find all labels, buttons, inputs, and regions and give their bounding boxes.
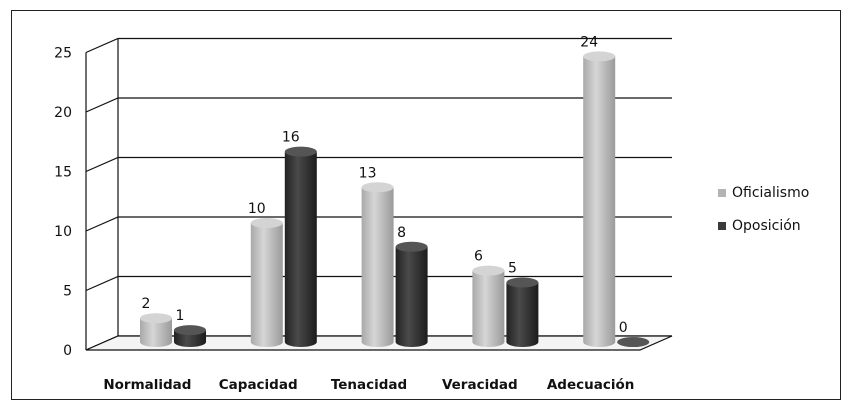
y-axis: 0 5 10 15 20 25	[54, 46, 72, 360]
bar-top	[361, 182, 394, 193]
legend-swatch	[718, 222, 726, 230]
bar-body	[250, 223, 283, 347]
x-tick-label: Capacidad	[219, 377, 298, 393]
y-tick-label: 10	[54, 224, 72, 240]
x-tick-label: Adecuación	[547, 377, 635, 393]
bar-top	[395, 241, 428, 252]
bar-body	[506, 282, 539, 347]
legend-label: Oficialismo	[732, 185, 809, 201]
y-tick-label: 0	[63, 343, 72, 359]
bar-top	[583, 51, 616, 62]
bar-body	[361, 187, 394, 347]
data-label: 13	[359, 165, 377, 181]
bar-body	[140, 318, 172, 347]
bar-top	[250, 218, 283, 228]
bar-oposición-normalidad	[174, 325, 206, 347]
bar-body	[395, 246, 428, 347]
data-label: 24	[580, 34, 598, 50]
legend-label: Oposición	[732, 218, 801, 234]
bar-top	[617, 337, 650, 347]
bar-top	[472, 265, 505, 276]
bar-top	[140, 313, 172, 324]
y-tick-label: 15	[54, 165, 72, 181]
data-label: 0	[619, 320, 628, 336]
data-label: 5	[508, 261, 517, 277]
y-tick-label: 20	[54, 105, 72, 121]
bar-oficialismo-veracidad	[472, 265, 505, 347]
legend: Oficialismo Oposición	[718, 185, 809, 234]
x-tick-label: Veracidad	[442, 377, 518, 393]
bar-oposición-capacidad	[284, 146, 317, 347]
x-axis-labels: Normalidad Capacidad Tenacidad Veracidad Ade…	[103, 377, 634, 393]
bar-oficialismo-adecuación	[583, 51, 616, 348]
bar-top	[506, 277, 539, 288]
bar-body	[472, 270, 505, 347]
x-tick-label: Tenacidad	[331, 377, 407, 393]
data-label: 16	[282, 130, 300, 146]
y-tick-label: 5	[63, 284, 72, 300]
y-tick-label: 25	[54, 46, 72, 62]
bar-oposición-adecuación	[617, 337, 650, 347]
x-tick-label: Normalidad	[103, 377, 191, 393]
bar-body	[284, 151, 317, 347]
bar-top	[174, 325, 206, 336]
data-label: 6	[474, 249, 483, 265]
bars: 2 1 10 16 13 8 6 5 24 0	[140, 34, 650, 348]
data-label: 1	[176, 308, 185, 324]
data-label: 8	[397, 225, 406, 241]
legend-swatch	[718, 189, 726, 197]
bar-oposición-veracidad	[506, 277, 539, 347]
bar-body	[583, 56, 616, 348]
bar-top	[284, 146, 317, 157]
data-label: 10	[248, 201, 266, 217]
data-label: 2	[142, 296, 151, 312]
bar-oposición-tenacidad	[395, 241, 428, 347]
bar-oficialismo-capacidad	[250, 218, 283, 347]
bar-oficialismo-normalidad	[140, 313, 172, 347]
bar-oficialismo-tenacidad	[361, 182, 394, 347]
